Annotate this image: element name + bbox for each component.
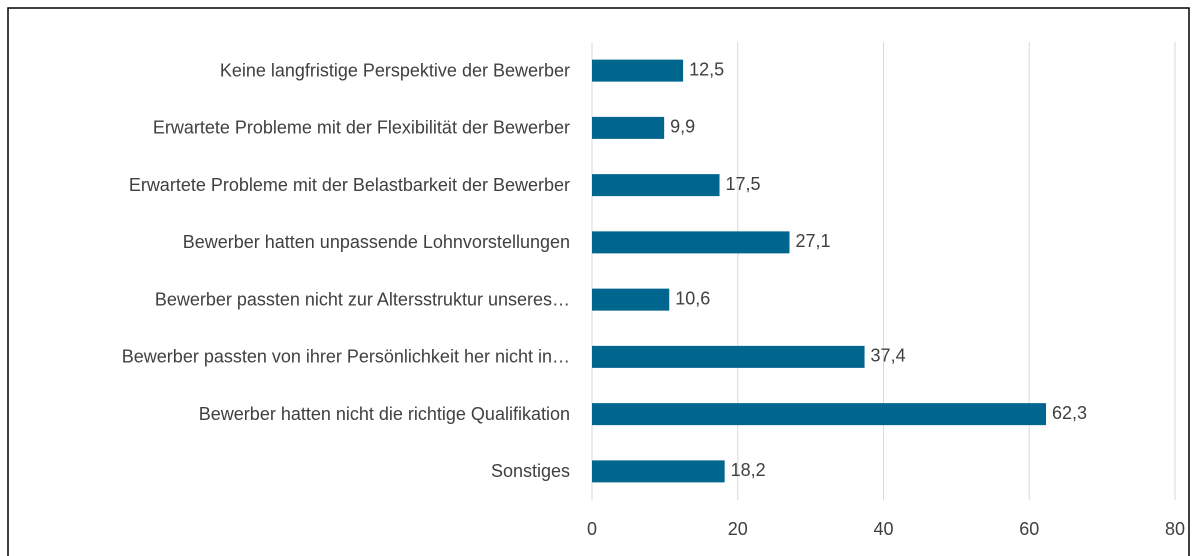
x-tick-label: 20 [728, 519, 748, 539]
value-label: 37,4 [871, 346, 906, 366]
bar [592, 288, 670, 311]
value-label: 10,6 [675, 288, 710, 308]
y-tick-label: Bewerber passten von ihrer Persönlichkei… [122, 347, 570, 367]
y-tick-label: Bewerber passten nicht zur Altersstruktu… [155, 289, 570, 309]
y-tick-label: Keine langfristige Perspektive der Bewer… [220, 60, 570, 80]
value-label: 17,5 [726, 174, 761, 194]
bar [592, 174, 720, 197]
value-label: 18,2 [731, 460, 766, 480]
x-tick-label: 40 [873, 519, 893, 539]
bar [592, 231, 790, 254]
bar [592, 403, 1047, 426]
value-label: 27,1 [795, 231, 830, 251]
bar [592, 460, 725, 483]
value-label: 12,5 [689, 59, 724, 79]
x-tick-label: 80 [1165, 519, 1185, 539]
x-tick-label: 60 [1019, 519, 1039, 539]
y-tick-label: Erwartete Probleme mit der Flexibilität … [153, 118, 570, 138]
y-tick-label: Bewerber hatten unpassende Lohnvorstellu… [183, 232, 570, 252]
bar [592, 116, 665, 139]
bar [592, 345, 865, 368]
chart-border [7, 7, 1190, 556]
y-tick-label: Erwartete Probleme mit der Belastbarkeit… [129, 175, 570, 195]
value-label: 9,9 [670, 117, 695, 137]
y-tick-label: Bewerber hatten nicht die richtige Quali… [199, 404, 570, 424]
y-tick-label: Sonstiges [491, 461, 570, 481]
x-tick-label: 0 [587, 519, 597, 539]
bar [592, 59, 684, 82]
value-label: 62,3 [1052, 403, 1087, 423]
